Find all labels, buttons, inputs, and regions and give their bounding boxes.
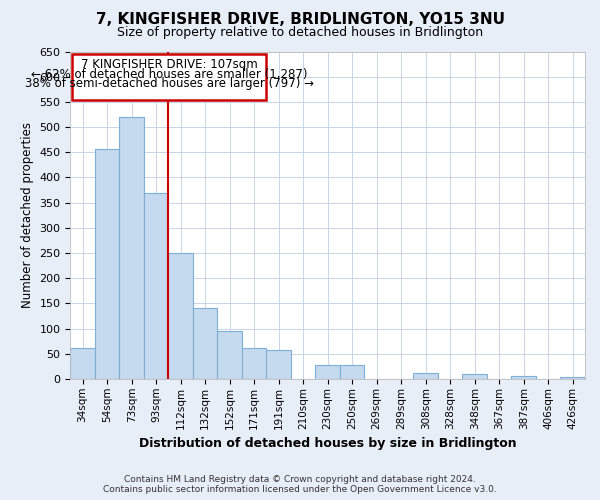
Text: ← 62% of detached houses are smaller (1,287): ← 62% of detached houses are smaller (1,… — [31, 68, 307, 80]
Y-axis label: Number of detached properties: Number of detached properties — [21, 122, 34, 308]
Bar — [560, 378, 585, 379]
Bar — [266, 350, 291, 379]
Bar — [316, 365, 340, 379]
Text: Contains HM Land Registry data © Crown copyright and database right 2024.
Contai: Contains HM Land Registry data © Crown c… — [103, 474, 497, 494]
Bar — [242, 348, 266, 379]
Text: 38% of semi-detached houses are larger (797) →: 38% of semi-detached houses are larger (… — [25, 77, 314, 90]
Bar — [70, 348, 95, 379]
Text: 7, KINGFISHER DRIVE, BRIDLINGTON, YO15 3NU: 7, KINGFISHER DRIVE, BRIDLINGTON, YO15 3… — [95, 12, 505, 28]
Bar — [95, 148, 119, 379]
Bar — [144, 192, 169, 379]
Bar — [119, 118, 144, 379]
FancyBboxPatch shape — [71, 54, 266, 100]
Bar — [413, 373, 438, 379]
Bar — [340, 365, 364, 379]
Text: 7 KINGFISHER DRIVE: 107sqm: 7 KINGFISHER DRIVE: 107sqm — [80, 58, 257, 71]
Bar — [217, 331, 242, 379]
Bar — [169, 254, 193, 379]
Text: Size of property relative to detached houses in Bridlington: Size of property relative to detached ho… — [117, 26, 483, 39]
Bar — [511, 376, 536, 379]
Bar — [463, 374, 487, 379]
Bar — [193, 308, 217, 379]
X-axis label: Distribution of detached houses by size in Bridlington: Distribution of detached houses by size … — [139, 437, 517, 450]
